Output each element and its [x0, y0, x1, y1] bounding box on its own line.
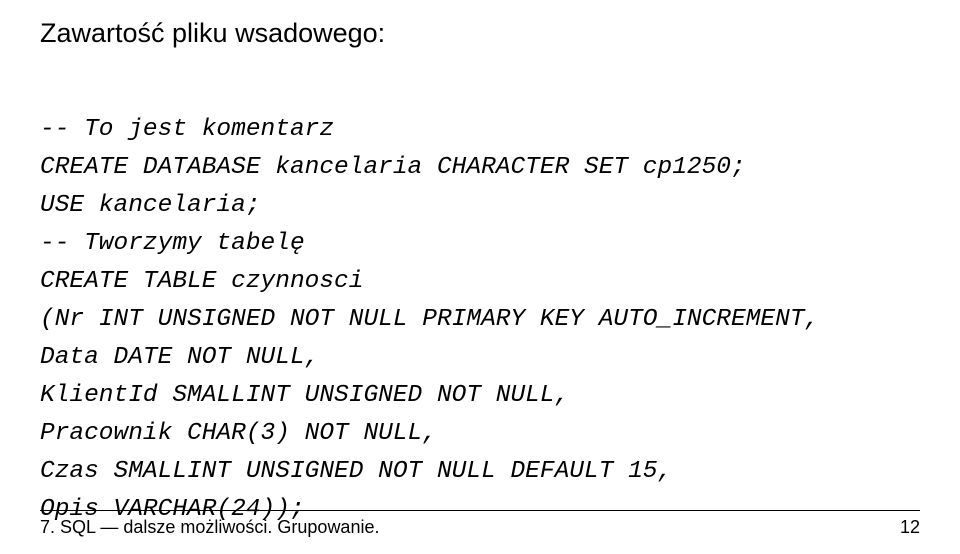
code-line: CREATE DATABASE kancelaria CHARACTER SET… [40, 154, 746, 181]
code-line: USE kancelaria; [40, 192, 261, 219]
code-line: Czas SMALLINT UNSIGNED NOT NULL DEFAULT … [40, 458, 672, 485]
code-line: Data DATE NOT NULL, [40, 344, 319, 371]
code-line-comment: -- Tworzymy tabelę [40, 230, 305, 257]
code-line: Pracownik CHAR(3) NOT NULL, [40, 420, 437, 447]
code-line: CREATE TABLE czynnosci [40, 268, 363, 295]
footer-rule [40, 510, 920, 511]
code-block: -- To jest komentarz CREATE DATABASE kan… [40, 73, 920, 529]
page-footer: 7. SQL — dalsze możliwości. Grupowanie. … [40, 510, 920, 538]
code-line: KlientId SMALLINT UNSIGNED NOT NULL, [40, 382, 569, 409]
document-page: Zawartość pliku wsadowego: -- To jest ko… [0, 0, 960, 554]
footer-page-number: 12 [900, 517, 920, 538]
footer-row: 7. SQL — dalsze możliwości. Grupowanie. … [40, 517, 920, 538]
footer-left-text: 7. SQL — dalsze możliwości. Grupowanie. [40, 517, 379, 538]
code-line-comment: -- To jest komentarz [40, 116, 334, 143]
section-heading: Zawartość pliku wsadowego: [40, 18, 920, 49]
code-line: (Nr INT UNSIGNED NOT NULL PRIMARY KEY AU… [40, 306, 819, 333]
